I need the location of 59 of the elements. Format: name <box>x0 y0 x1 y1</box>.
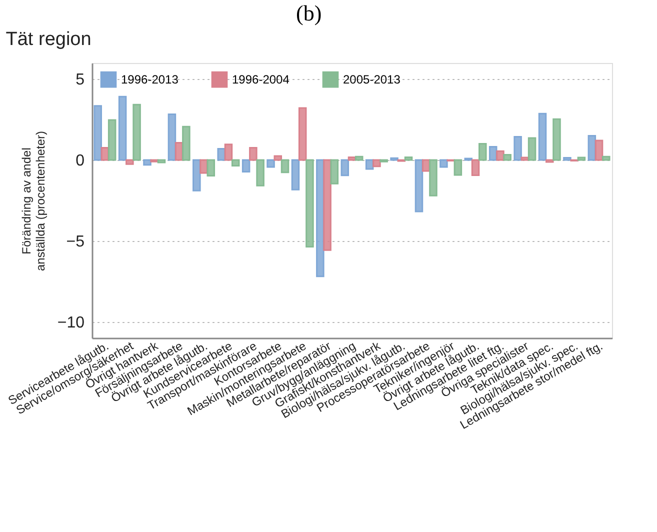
y-tick-label: −10 <box>57 314 85 332</box>
bar <box>348 156 356 161</box>
bar <box>594 140 604 161</box>
bar <box>414 159 424 212</box>
bar <box>274 155 282 161</box>
bar <box>323 159 332 251</box>
bar <box>280 159 290 174</box>
bar <box>200 159 208 174</box>
bar <box>168 114 176 161</box>
bar <box>520 156 530 161</box>
bar <box>206 159 216 176</box>
y-tick-label: −5 <box>66 233 85 250</box>
bar <box>404 156 413 161</box>
bar <box>496 150 504 161</box>
bar <box>126 159 134 165</box>
bar <box>108 119 116 161</box>
bar <box>298 107 307 161</box>
bar <box>577 156 586 161</box>
bar <box>552 118 561 161</box>
legend-label: 1996-2004 <box>232 72 290 87</box>
bar <box>306 159 314 248</box>
bar <box>217 148 226 161</box>
legend-label: 1996-2013 <box>121 72 179 87</box>
bar <box>538 112 547 161</box>
bar <box>503 154 512 161</box>
bar <box>157 159 166 164</box>
bar <box>354 156 364 161</box>
bar <box>514 136 522 161</box>
bar <box>291 159 300 190</box>
bar <box>602 156 610 161</box>
bar <box>330 159 339 184</box>
y-tick-label: 0 <box>76 152 85 170</box>
bar <box>182 126 190 161</box>
y-axis-title: Förändring av andel anställda (procentenheter) <box>19 130 48 272</box>
bar <box>242 159 250 172</box>
bar <box>256 159 264 186</box>
bar <box>340 159 350 176</box>
bar <box>528 137 536 161</box>
bar <box>563 157 572 161</box>
bar <box>224 144 233 161</box>
bar <box>192 159 201 192</box>
bar <box>454 159 462 176</box>
bar <box>231 159 240 166</box>
bar <box>94 105 102 161</box>
bar <box>266 159 275 168</box>
bar <box>429 159 438 196</box>
chart-title: (b) <box>296 0 322 26</box>
bar <box>143 159 152 166</box>
bar <box>440 159 448 168</box>
bar <box>249 147 258 161</box>
bar <box>372 159 381 168</box>
bar <box>132 104 141 161</box>
chart-subtitle: Tät region <box>6 29 92 50</box>
legend-label: 2005-2013 <box>343 72 401 87</box>
bar <box>488 146 498 161</box>
bar <box>478 142 487 161</box>
bar <box>118 96 127 161</box>
y-tick-label: 5 <box>76 72 85 89</box>
bar <box>471 159 480 176</box>
